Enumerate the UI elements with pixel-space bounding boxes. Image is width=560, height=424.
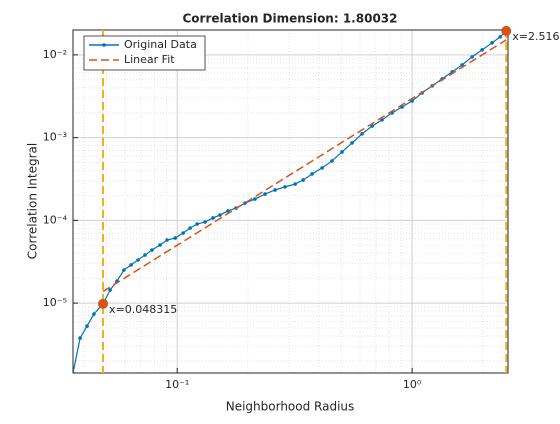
data-point <box>173 236 177 240</box>
data-point <box>226 209 230 213</box>
data-point <box>150 248 154 252</box>
data-point <box>129 263 133 267</box>
legend-label: Original Data <box>124 38 197 51</box>
data-point <box>380 118 384 122</box>
data-point <box>143 253 147 257</box>
data-point <box>320 166 324 170</box>
legend-dot <box>102 43 106 47</box>
legend-label: Linear Fit <box>124 53 175 66</box>
data-point <box>470 55 474 59</box>
data-point <box>188 226 192 230</box>
marker-point <box>98 298 109 309</box>
data-point <box>253 197 257 201</box>
data-point <box>218 213 222 217</box>
legend-box <box>83 35 206 71</box>
x-tick-label: 10⁰ <box>403 378 422 391</box>
data-point <box>211 216 215 220</box>
data-point <box>490 41 494 45</box>
data-point <box>122 268 126 272</box>
data-point <box>158 243 162 247</box>
data-point <box>108 288 112 292</box>
data-point <box>92 312 96 316</box>
data-point <box>78 336 82 340</box>
data-point <box>165 238 169 242</box>
y-tick-label: 10⁻⁴ <box>43 213 68 226</box>
data-point <box>73 371 75 373</box>
data-point <box>498 35 502 39</box>
y-tick-label: 10⁻² <box>43 48 67 61</box>
data-point <box>203 220 207 224</box>
data-point <box>195 222 199 226</box>
marker-point <box>501 25 512 36</box>
series-line <box>102 39 507 293</box>
x-axis-label: Neighborhood Radius <box>226 400 355 414</box>
marker-label: x=0.048315 <box>109 303 177 316</box>
data-point <box>340 150 344 154</box>
y-tick-label: 10⁻⁵ <box>43 296 67 309</box>
data-point <box>350 141 354 145</box>
data-point <box>370 124 374 128</box>
x-tick-label: 10⁻¹ <box>165 378 189 391</box>
data-point <box>85 324 89 328</box>
data-point <box>480 48 484 52</box>
data-point <box>136 258 140 262</box>
data-point <box>460 63 464 67</box>
plot-frame <box>72 29 509 374</box>
y-tick-label: 10⁻³ <box>43 131 67 144</box>
data-point <box>181 231 185 235</box>
data-point <box>283 185 287 189</box>
data-point <box>273 188 277 192</box>
data-point <box>263 192 267 196</box>
marker-label: x=2.516 <box>512 30 559 43</box>
data-point <box>293 182 297 186</box>
chart-title: Correlation Dimension: 1.80032 <box>183 12 398 26</box>
data-point <box>310 172 314 176</box>
data-point <box>360 132 364 136</box>
data-point <box>330 159 334 163</box>
data-point <box>301 178 305 182</box>
y-axis-label: Correlation Integral <box>26 143 40 259</box>
plot-area <box>73 30 508 373</box>
